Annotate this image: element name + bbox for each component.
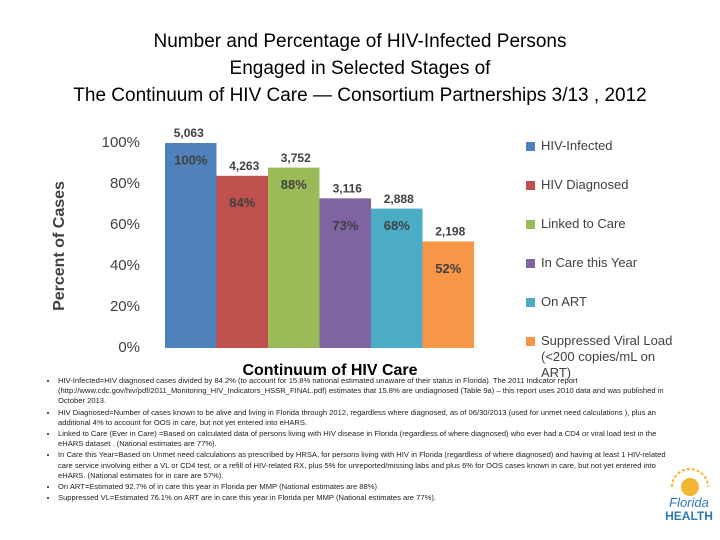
legend-label: On ART xyxy=(541,294,588,309)
bar xyxy=(268,167,320,348)
y-tick-label: 40% xyxy=(110,257,140,274)
legend-item: HIV-Infected xyxy=(522,138,687,154)
bar xyxy=(422,241,474,348)
footnotes: HIV-Infected=HIV diagnosed cases divided… xyxy=(44,376,674,504)
chart-title: The Continuum of HIV Care — Consortium P… xyxy=(73,85,646,106)
value-label: 88% xyxy=(281,177,307,192)
bar xyxy=(216,175,268,348)
footnote: Suppressed VL=Estimated 76.1% on ART are… xyxy=(58,493,674,503)
count-label: 5,063 xyxy=(174,126,204,140)
logo-text: HEALTH xyxy=(665,509,713,523)
legend-label: HIV Diagnosed xyxy=(541,177,629,192)
value-label: 100% xyxy=(174,152,208,167)
footnote: HIV Diagnosed=Number of cases known to b… xyxy=(58,408,674,428)
y-tick-label: 80% xyxy=(110,175,140,192)
logo-sun xyxy=(671,468,709,496)
y-axis-title: Percent of Cases xyxy=(51,181,68,311)
x-axis-title: Continuum of HIV Care xyxy=(242,362,417,379)
bar xyxy=(371,208,423,348)
footnote: Linked to Care (Ever in Care) =Based on … xyxy=(58,429,674,449)
footnote: In Care this Year=Based on Unmet need ca… xyxy=(58,450,674,481)
footnote: HIV-Infected=HIV diagnosed cases divided… xyxy=(58,376,674,407)
legend-label: HIV-Infected xyxy=(541,138,613,153)
value-label: 52% xyxy=(435,261,461,276)
y-tick-label: 20% xyxy=(110,298,140,315)
legend-swatch xyxy=(526,181,535,190)
legend-item: In Care this Year xyxy=(522,255,687,271)
legend-item: On ART xyxy=(522,294,687,310)
value-label: 84% xyxy=(229,195,255,210)
value-label: 68% xyxy=(384,218,410,233)
legend-swatch xyxy=(526,337,535,346)
legend-swatch xyxy=(526,142,535,151)
count-label: 3,116 xyxy=(333,182,363,196)
chart-title: Number and Percentage of HIV-Infected Pe… xyxy=(154,31,567,52)
count-label: 2,198 xyxy=(435,225,465,239)
legend-label: Linked to Care xyxy=(541,216,626,231)
count-label: 2,888 xyxy=(384,192,414,206)
bar xyxy=(165,143,217,348)
legend-item: Suppressed Viral Load (<200 copies/mL on… xyxy=(522,333,687,381)
chart-title: Engaged in Selected Stages of xyxy=(230,58,492,79)
y-tick-label: 60% xyxy=(110,216,140,233)
value-label: 73% xyxy=(332,218,358,233)
legend-swatch xyxy=(526,220,535,229)
legend-swatch xyxy=(526,298,535,307)
bar xyxy=(319,198,371,348)
logo: Florida HEALTH xyxy=(660,470,718,523)
y-tick-label: 0% xyxy=(118,339,140,356)
legend-label: In Care this Year xyxy=(541,255,638,270)
count-label: 4,263 xyxy=(229,159,259,173)
legend-label: Suppressed Viral Load (<200 copies/mL on… xyxy=(541,333,673,380)
y-tick-label: 100% xyxy=(102,134,140,151)
legend-item: Linked to Care xyxy=(522,216,687,232)
logo-text: Florida xyxy=(669,495,709,510)
footnote: On ART=Estimated 92.7% of in care this y… xyxy=(58,482,674,492)
legend-swatch xyxy=(526,259,535,268)
legend-item: HIV Diagnosed xyxy=(522,177,687,193)
count-label: 3,752 xyxy=(281,151,311,165)
